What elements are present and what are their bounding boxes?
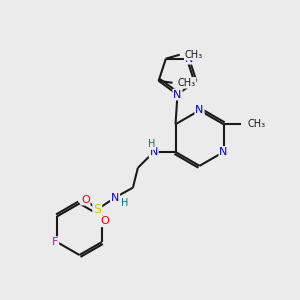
Text: N: N	[173, 89, 182, 100]
Text: N: N	[149, 147, 158, 157]
Text: S: S	[93, 203, 101, 216]
Text: H: H	[148, 139, 155, 149]
Text: N: N	[111, 193, 119, 202]
Text: H: H	[121, 197, 129, 208]
Text: CH₃: CH₃	[178, 78, 196, 88]
Text: CH₃: CH₃	[247, 119, 266, 129]
Text: N: N	[185, 54, 193, 64]
Text: O: O	[81, 194, 90, 205]
Text: CH₃: CH₃	[185, 50, 203, 60]
Text: O: O	[101, 216, 110, 226]
Text: N: N	[195, 105, 204, 116]
Text: N: N	[219, 147, 228, 157]
Text: F: F	[52, 237, 58, 247]
